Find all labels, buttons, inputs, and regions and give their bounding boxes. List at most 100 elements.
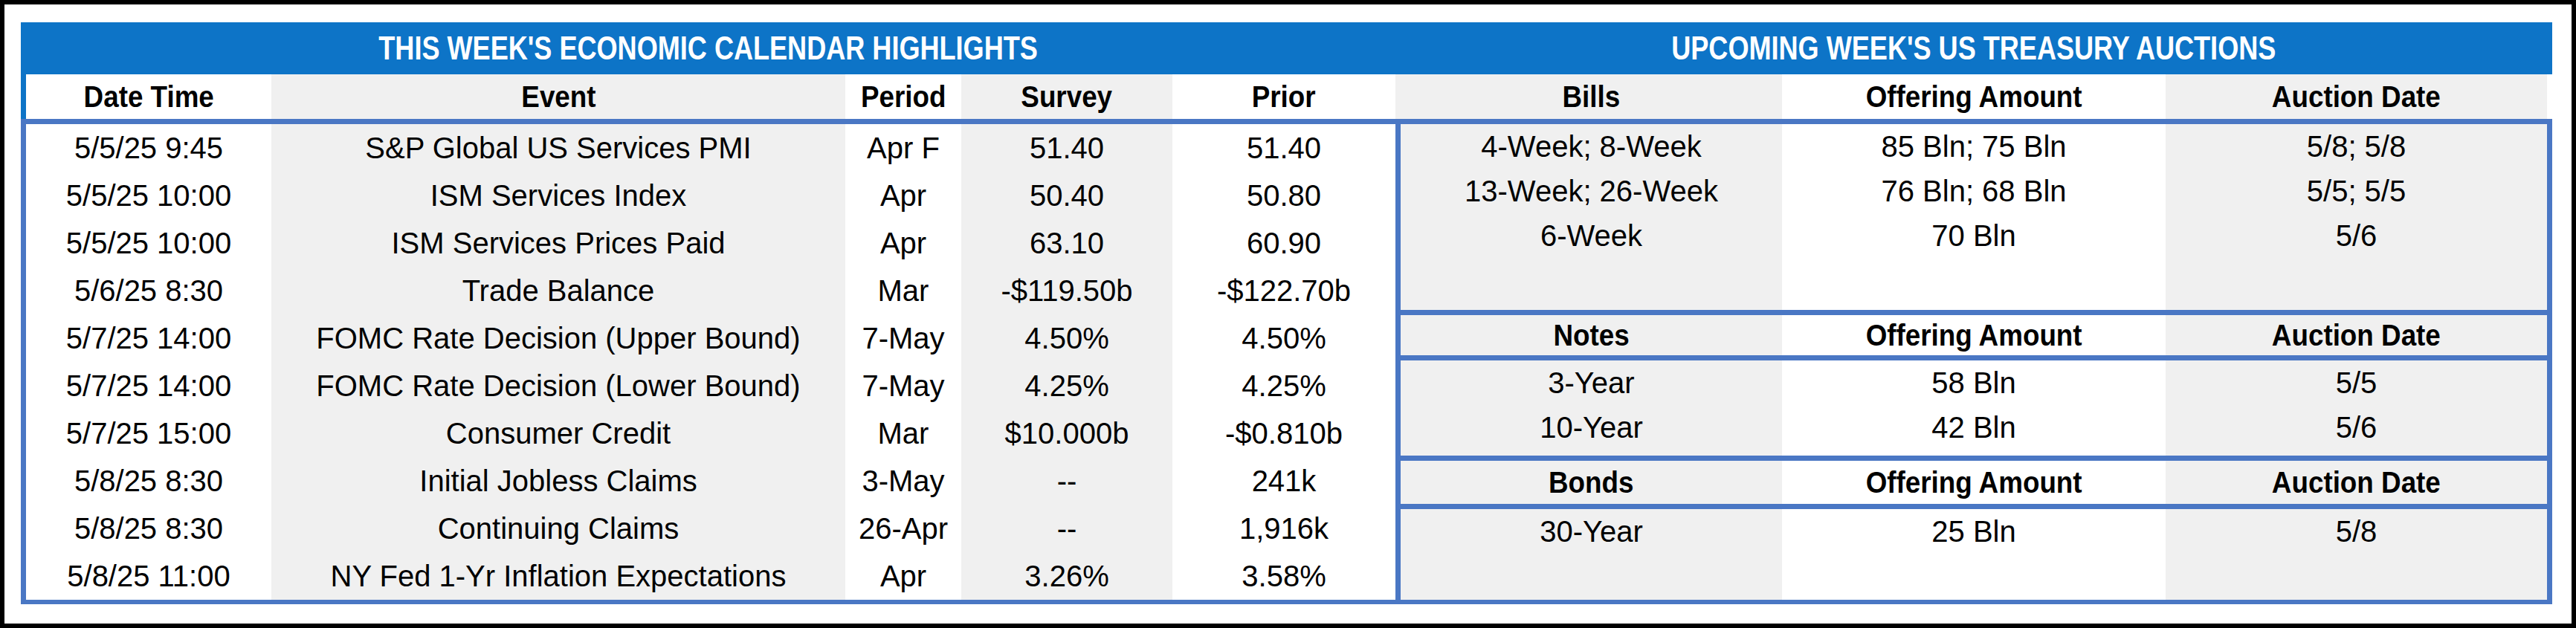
bill-date-cell: 5/6 bbox=[2166, 213, 2547, 258]
calendar-row: 5/8/25 8:30 Continuing Claims 26-Apr -- … bbox=[26, 505, 1395, 552]
auctions-col-bills: Bills bbox=[1401, 74, 1782, 119]
calendar-body: 5/5/25 9:45 S&P Global US Services PMI A… bbox=[21, 124, 1395, 600]
calendar-event-cell: ISM Services Prices Paid bbox=[271, 219, 845, 267]
bonds-header-section: Bonds Offering Amount Auction Date bbox=[1401, 461, 2547, 504]
calendar-col-prior: Prior bbox=[1172, 74, 1395, 119]
bill-amount-cell: 76 Bln; 68 Bln bbox=[1782, 169, 2166, 213]
calendar-title-bar: THIS WEEK'S ECONOMIC CALENDAR HIGHLIGHTS bbox=[21, 22, 1395, 74]
bonds-section: 30-Year 25 Bln 5/8 bbox=[1401, 509, 2547, 600]
calendar-row: 5/7/25 14:00 FOMC Rate Decision (Lower B… bbox=[26, 362, 1395, 410]
bills-header-row: Bills Offering Amount Auction Date bbox=[1395, 74, 2552, 119]
calendar-event-cell: NY Fed 1-Yr Inflation Expectations bbox=[271, 552, 845, 600]
calendar-prior-cell: 4.25% bbox=[1172, 362, 1395, 410]
notes-row: 10-Year 42 Bln 5/6 bbox=[1401, 405, 2547, 450]
note-date-cell: 5/5 bbox=[2166, 360, 2547, 405]
bonds-top-border bbox=[1395, 456, 2552, 461]
calendar-prior-cell: 4.50% bbox=[1172, 314, 1395, 362]
bill-date-cell: 5/8; 5/8 bbox=[2166, 124, 2547, 169]
calendar-row: 5/5/25 10:00 ISM Services Prices Paid Ap… bbox=[26, 219, 1395, 267]
calendar-row: 5/6/25 8:30 Trade Balance Mar -$119.50b … bbox=[26, 267, 1395, 314]
calendar-prior-cell: 241k bbox=[1172, 457, 1395, 505]
calendar-date-cell: 5/5/25 10:00 bbox=[26, 172, 271, 219]
auctions-title-bar: UPCOMING WEEK'S US TREASURY AUCTIONS bbox=[1395, 22, 2552, 74]
economic-calendar-table: THIS WEEK'S ECONOMIC CALENDAR HIGHLIGHTS… bbox=[21, 22, 1395, 604]
calendar-event-cell: FOMC Rate Decision (Upper Bound) bbox=[271, 314, 845, 362]
calendar-header-underline bbox=[21, 119, 1395, 124]
calendar-event-cell: Initial Jobless Claims bbox=[271, 457, 845, 505]
bonds-header-row: Bonds Offering Amount Auction Date bbox=[1401, 461, 2547, 504]
note-security-cell: 10-Year bbox=[1401, 405, 1782, 450]
calendar-event-cell: Continuing Claims bbox=[271, 505, 845, 552]
notes-col-offering-amount: Offering Amount bbox=[1782, 315, 2166, 355]
calendar-col-date-time: Date Time bbox=[26, 74, 271, 119]
bond-amount-cell: 25 Bln bbox=[1782, 509, 2166, 554]
calendar-date-cell: 5/8/25 11:00 bbox=[26, 552, 271, 600]
calendar-event-cell: ISM Services Index bbox=[271, 172, 845, 219]
calendar-date-cell: 5/5/25 9:45 bbox=[26, 124, 271, 172]
calendar-period-cell: Apr F bbox=[845, 124, 961, 172]
calendar-event-cell: Trade Balance bbox=[271, 267, 845, 314]
calendar-date-cell: 5/8/25 8:30 bbox=[26, 505, 271, 552]
economic-calendar-and-auctions-panel: THIS WEEK'S ECONOMIC CALENDAR HIGHLIGHTS… bbox=[0, 0, 2576, 628]
calendar-date-cell: 5/5/25 10:00 bbox=[26, 219, 271, 267]
notes-top-border bbox=[1395, 310, 2552, 315]
bills-section: 4-Week; 8-Week 85 Bln; 75 Bln 5/8; 5/8 1… bbox=[1401, 124, 2547, 310]
bill-amount-cell: 70 Bln bbox=[1782, 213, 2166, 258]
calendar-date-cell: 5/7/25 15:00 bbox=[26, 410, 271, 457]
calendar-prior-cell: 3.58% bbox=[1172, 552, 1395, 600]
calendar-period-cell: Mar bbox=[845, 410, 961, 457]
calendar-survey-cell: 3.26% bbox=[961, 552, 1172, 600]
bond-security-cell: 30-Year bbox=[1401, 509, 1782, 554]
calendar-event-cell: FOMC Rate Decision (Lower Bound) bbox=[271, 362, 845, 410]
bill-security-cell: 6-Week bbox=[1401, 213, 1782, 258]
calendar-col-event: Event bbox=[271, 74, 845, 119]
auctions-title: UPCOMING WEEK'S US TREASURY AUCTIONS bbox=[1671, 30, 2276, 67]
calendar-survey-cell: -$119.50b bbox=[961, 267, 1172, 314]
auctions-col-bonds: Bonds bbox=[1401, 461, 1782, 504]
treasury-auctions-table: UPCOMING WEEK'S US TREASURY AUCTIONS Bil… bbox=[1395, 22, 2552, 604]
calendar-event-cell: Consumer Credit bbox=[271, 410, 845, 457]
calendar-prior-cell: 50.80 bbox=[1172, 172, 1395, 219]
calendar-date-cell: 5/8/25 8:30 bbox=[26, 457, 271, 505]
calendar-survey-cell: 63.10 bbox=[961, 219, 1172, 267]
calendar-header-row: Date Time Event Period Survey Prior bbox=[21, 74, 1395, 119]
bonds-header-bottom-border bbox=[1395, 504, 2552, 509]
calendar-period-cell: 7-May bbox=[845, 314, 961, 362]
calendar-survey-cell: 4.50% bbox=[961, 314, 1172, 362]
notes-header-row: Notes Offering Amount Auction Date bbox=[1401, 315, 2547, 355]
calendar-period-cell: 3-May bbox=[845, 457, 961, 505]
calendar-period-cell: 7-May bbox=[845, 362, 961, 410]
notes-header-section: Notes Offering Amount Auction Date bbox=[1401, 315, 2547, 355]
calendar-survey-cell: $10.000b bbox=[961, 410, 1172, 457]
calendar-prior-cell: -$122.70b bbox=[1172, 267, 1395, 314]
calendar-survey-cell: -- bbox=[961, 505, 1172, 552]
bonds-col-auction-date: Auction Date bbox=[2166, 461, 2547, 504]
calendar-prior-cell: 60.90 bbox=[1172, 219, 1395, 267]
bills-row: 6-Week 70 Bln 5/6 bbox=[1401, 213, 2547, 258]
calendar-date-cell: 5/6/25 8:30 bbox=[26, 267, 271, 314]
calendar-row: 5/5/25 10:00 ISM Services Index Apr 50.4… bbox=[26, 172, 1395, 219]
calendar-survey-cell: 50.40 bbox=[961, 172, 1172, 219]
calendar-col-survey: Survey bbox=[961, 74, 1172, 119]
calendar-prior-cell: 1,916k bbox=[1172, 505, 1395, 552]
notes-col-auction-date: Auction Date bbox=[2166, 315, 2547, 355]
notes-row: 3-Year 58 Bln 5/5 bbox=[1401, 360, 2547, 405]
note-security-cell: 3-Year bbox=[1401, 360, 1782, 405]
note-date-cell: 5/6 bbox=[2166, 405, 2547, 450]
notes-header-bottom-border bbox=[1395, 355, 2552, 360]
bill-security-cell: 13-Week; 26-Week bbox=[1401, 169, 1782, 213]
calendar-row: 5/8/25 11:00 NY Fed 1-Yr Inflation Expec… bbox=[26, 552, 1395, 600]
calendar-title: THIS WEEK'S ECONOMIC CALENDAR HIGHLIGHTS bbox=[378, 30, 1038, 67]
calendar-survey-cell: -- bbox=[961, 457, 1172, 505]
calendar-period-cell: Apr bbox=[845, 552, 961, 600]
calendar-survey-cell: 4.25% bbox=[961, 362, 1172, 410]
calendar-prior-cell: -$0.810b bbox=[1172, 410, 1395, 457]
calendar-row: 5/8/25 8:30 Initial Jobless Claims 3-May… bbox=[26, 457, 1395, 505]
bill-date-cell: 5/5; 5/5 bbox=[2166, 169, 2547, 213]
auctions-bottom-border bbox=[1395, 600, 2552, 604]
calendar-col-period: Period bbox=[845, 74, 961, 119]
calendar-date-cell: 5/7/25 14:00 bbox=[26, 362, 271, 410]
auctions-header-underline bbox=[1395, 119, 2552, 124]
bonds-col-offering-amount: Offering Amount bbox=[1782, 461, 2166, 504]
note-amount-cell: 42 Bln bbox=[1782, 405, 2166, 450]
